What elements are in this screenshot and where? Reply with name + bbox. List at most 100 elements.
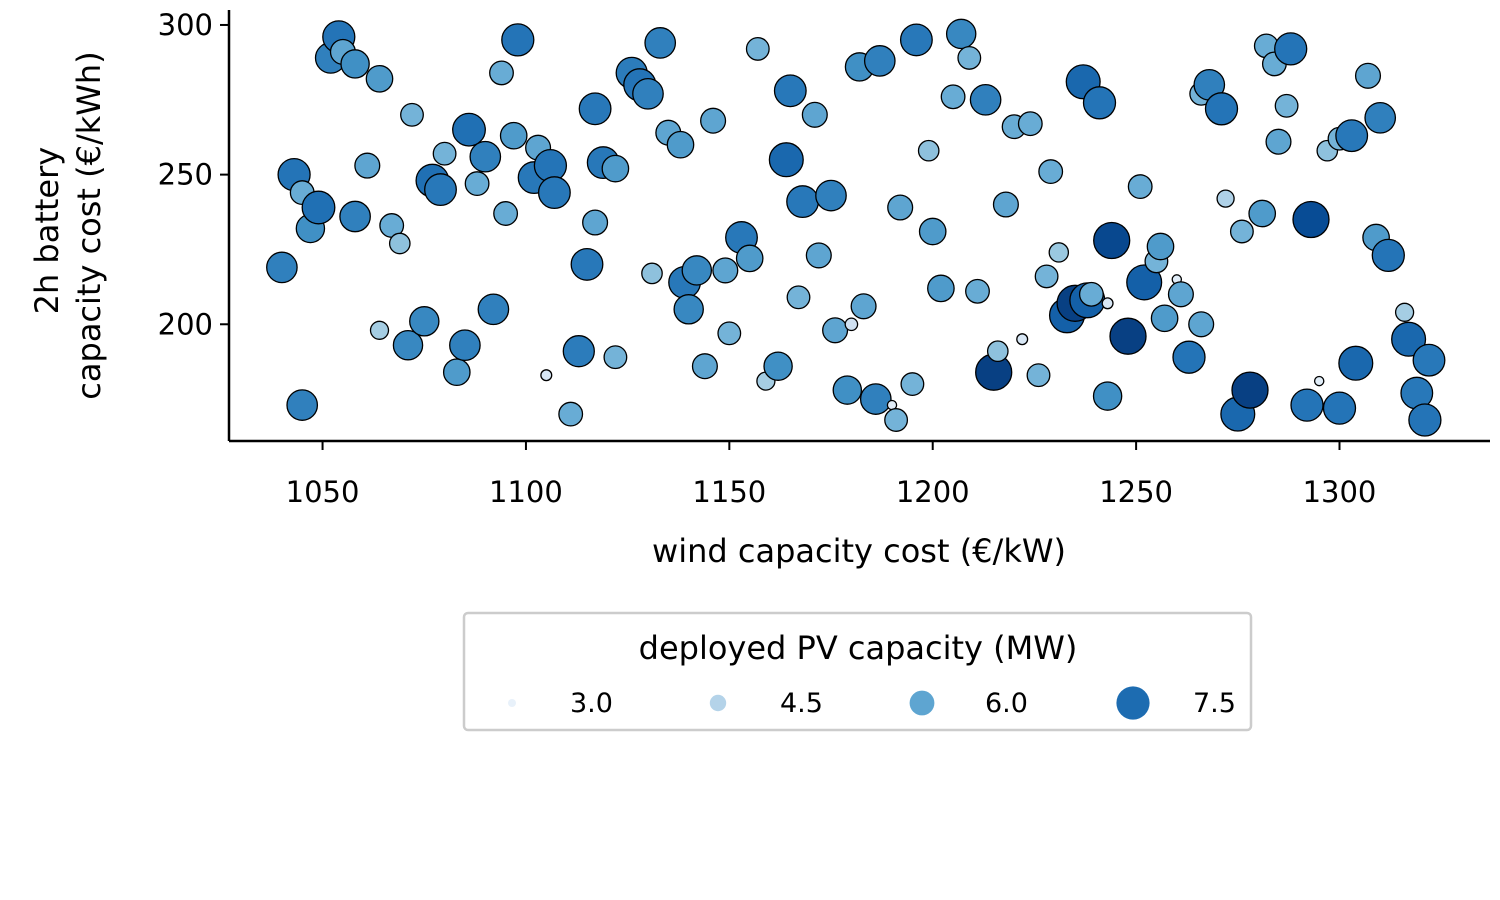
data-point bbox=[1017, 111, 1043, 137]
data-point bbox=[850, 293, 877, 320]
data-point bbox=[899, 23, 933, 57]
data-point bbox=[786, 185, 820, 219]
data-point bbox=[424, 173, 457, 207]
data-point bbox=[927, 274, 955, 303]
y-tick-label: 250 bbox=[158, 158, 213, 192]
data-point bbox=[340, 49, 370, 79]
data-point bbox=[1101, 297, 1114, 310]
data-point bbox=[1093, 221, 1131, 260]
data-point bbox=[884, 408, 909, 432]
legend-label: 6.0 bbox=[985, 688, 1028, 719]
data-point bbox=[859, 383, 892, 415]
data-point bbox=[1127, 174, 1153, 200]
data-point bbox=[887, 194, 914, 221]
data-point bbox=[992, 191, 1019, 218]
data-point bbox=[822, 317, 849, 344]
data-point bbox=[1188, 311, 1215, 338]
data-point bbox=[570, 247, 604, 281]
data-point bbox=[712, 257, 739, 284]
data-point bbox=[815, 179, 847, 212]
data-point bbox=[1146, 232, 1175, 261]
data-point bbox=[1109, 317, 1147, 355]
legend-entries: 3.0 4.5 6.0 7.5 bbox=[508, 686, 1236, 720]
data-point bbox=[1335, 119, 1369, 153]
data-point bbox=[369, 320, 390, 340]
data-point bbox=[805, 242, 832, 269]
data-point bbox=[1172, 340, 1206, 374]
data-point bbox=[578, 92, 612, 126]
data-point bbox=[801, 101, 828, 128]
data-point bbox=[562, 335, 595, 368]
data-point bbox=[1313, 375, 1325, 387]
data-point bbox=[863, 45, 896, 77]
data-point bbox=[641, 262, 663, 285]
data-point bbox=[632, 77, 664, 110]
data-point bbox=[354, 152, 381, 179]
data-point bbox=[537, 176, 571, 210]
data-point bbox=[1265, 128, 1292, 155]
data-point bbox=[266, 251, 298, 284]
data-point bbox=[1034, 264, 1059, 289]
x-axis-label: wind capacity cost (€/kW) bbox=[652, 532, 1066, 570]
data-point bbox=[945, 18, 977, 50]
data-point bbox=[900, 372, 925, 397]
y-axis-label-line2: capacity cost (€/kWh) bbox=[70, 51, 108, 399]
data-point bbox=[1078, 281, 1104, 307]
data-point bbox=[1292, 200, 1330, 239]
data-point bbox=[400, 102, 424, 127]
data-point bbox=[745, 36, 770, 61]
x-tick-label: 1250 bbox=[1099, 475, 1173, 509]
data-point bbox=[1408, 403, 1442, 437]
data-point bbox=[1016, 333, 1029, 346]
data-point bbox=[540, 369, 553, 382]
data-point bbox=[1092, 381, 1123, 411]
data-point bbox=[673, 294, 704, 325]
data-point bbox=[844, 317, 859, 332]
data-point bbox=[1274, 32, 1308, 66]
data-point bbox=[442, 358, 471, 387]
legend-label: 4.5 bbox=[780, 688, 823, 719]
data-point bbox=[1322, 391, 1357, 425]
data-point bbox=[449, 329, 481, 362]
data-point bbox=[1204, 92, 1239, 126]
data-point bbox=[1391, 321, 1427, 357]
data-point bbox=[1126, 264, 1163, 301]
data-point bbox=[1290, 388, 1324, 422]
data-point bbox=[452, 112, 486, 147]
data-point bbox=[477, 293, 510, 326]
data-point bbox=[464, 171, 490, 197]
legend-label: 3.0 bbox=[570, 688, 613, 719]
legend-marker bbox=[1116, 686, 1150, 720]
data-point bbox=[763, 351, 793, 381]
data-point bbox=[773, 74, 807, 108]
data-point bbox=[1248, 199, 1277, 228]
y-axis-label: 2h battery capacity cost (€/kWh) bbox=[28, 51, 108, 399]
y-tick-label: 300 bbox=[158, 8, 213, 42]
x-ticks: 1050 1100 1150 1200 1250 1300 bbox=[286, 441, 1376, 509]
data-point bbox=[1082, 86, 1117, 120]
data-point bbox=[786, 285, 811, 310]
data-point bbox=[603, 345, 628, 370]
data-point bbox=[1150, 304, 1179, 333]
x-tick-label: 1050 bbox=[286, 475, 360, 509]
data-point bbox=[286, 389, 319, 421]
data-point bbox=[957, 45, 982, 70]
legend-marker bbox=[508, 699, 516, 707]
data-point bbox=[940, 84, 966, 110]
data-point bbox=[489, 60, 514, 86]
data-point bbox=[1216, 189, 1235, 208]
data-point bbox=[1229, 219, 1254, 244]
data-point bbox=[1394, 302, 1415, 322]
data-point bbox=[301, 190, 336, 225]
data-point bbox=[918, 217, 947, 246]
data-point bbox=[582, 209, 609, 236]
data-point bbox=[1354, 62, 1382, 89]
data-point bbox=[691, 353, 718, 380]
data-point bbox=[1026, 363, 1051, 388]
legend-title: deployed PV capacity (MW) bbox=[639, 629, 1078, 667]
data-point bbox=[1048, 242, 1070, 263]
data-point bbox=[832, 375, 863, 405]
data-point bbox=[392, 329, 424, 361]
data-point bbox=[501, 23, 535, 57]
